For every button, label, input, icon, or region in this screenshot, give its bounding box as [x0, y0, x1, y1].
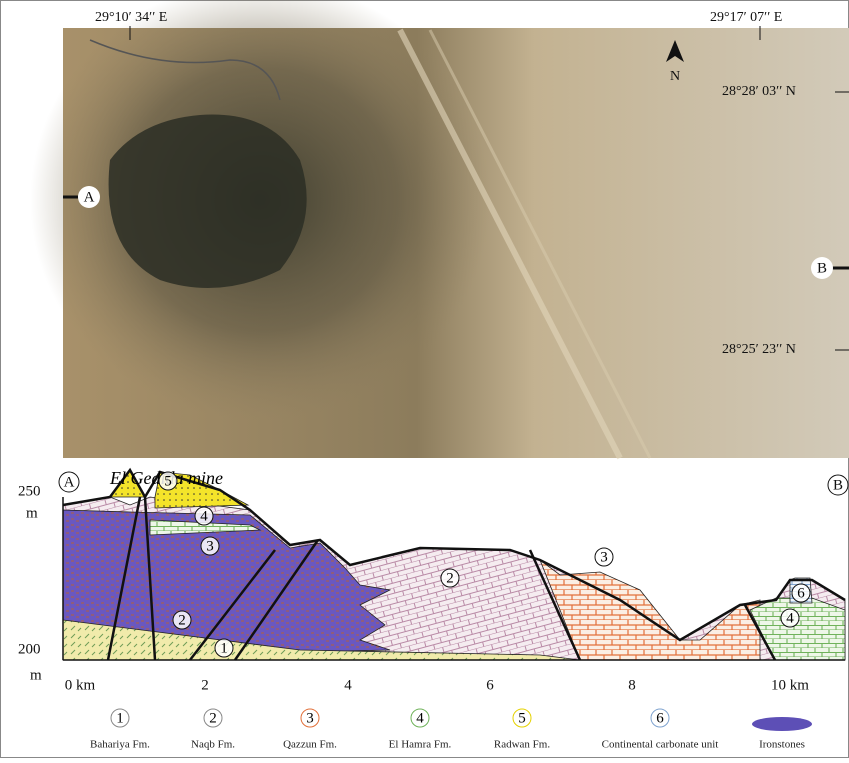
point-marker	[811, 257, 833, 279]
unit-marker	[194, 506, 214, 526]
x-labels: 0 km 2 4 6 8 10 km	[65, 677, 810, 693]
road	[89, 39, 281, 101]
unit-label: 5	[164, 473, 172, 489]
unit-label: 4	[786, 610, 794, 626]
unit-label: 4	[200, 508, 208, 524]
legend-number: 4	[416, 710, 424, 726]
end-label: A	[64, 474, 75, 490]
legend-number: 6	[656, 710, 664, 726]
cross-section	[62, 467, 846, 661]
legend-name: Radwan Fm.	[494, 739, 550, 751]
el-hamra-formation	[149, 519, 262, 536]
x-label: 0 km	[65, 677, 96, 693]
unit-marker	[214, 638, 234, 658]
end-marker	[58, 471, 80, 493]
fault	[106, 496, 777, 661]
x-label: 10 km	[771, 677, 809, 693]
lineament	[428, 29, 652, 459]
unit-marker	[594, 547, 614, 567]
satellite-image	[30, 0, 849, 460]
coordinate: 29°10′ 34′′ E	[95, 10, 167, 25]
legend-marker	[410, 708, 430, 728]
y-unit: m	[26, 505, 38, 521]
unit-label: 6	[797, 585, 805, 601]
legend-name: Continental carbonate unit	[602, 739, 719, 751]
north-arrow	[666, 40, 684, 62]
x-label: 6	[486, 677, 494, 693]
legend-marker	[650, 708, 670, 728]
legend-name: Ironstones	[759, 739, 805, 751]
north-label: N	[670, 69, 680, 84]
unit-marker	[200, 536, 220, 556]
y-label: 250	[18, 483, 41, 499]
legend-number: 1	[116, 710, 124, 726]
unit-label: 1	[220, 640, 228, 656]
legend-number: 2	[209, 710, 217, 726]
mine-area	[108, 114, 307, 288]
end-marker	[827, 474, 849, 496]
legend-name: Qazzun Fm.	[283, 739, 337, 751]
legend-number: 3	[306, 710, 314, 726]
point-marker	[78, 186, 100, 208]
lineament	[397, 28, 623, 460]
unit-marker	[172, 610, 192, 630]
unit-label: 2	[178, 612, 186, 628]
unit-label: 2	[446, 570, 454, 586]
legend-name: El Hamra Fm.	[389, 739, 452, 751]
y-label: 200	[18, 641, 41, 657]
unit-marker	[791, 583, 811, 603]
legend-marker	[203, 708, 223, 728]
topography	[62, 467, 846, 642]
coordinate: 29°17′ 07′′ E	[710, 10, 782, 25]
x-label: 2	[201, 677, 209, 693]
coordinate: 28°28′ 03′′ N	[722, 84, 796, 99]
end-label: B	[833, 477, 843, 493]
y-unit: m	[30, 667, 42, 683]
unit-label: 3	[206, 538, 214, 554]
legend: 1 Bahariya Fm. 2 Naqb Fm. 3 Qazzun Fm. 4 El Ham…	[90, 708, 812, 751]
legend-marker	[300, 708, 320, 728]
unit-label: 3	[600, 549, 608, 565]
legend-number: 5	[518, 710, 526, 726]
legend-marker	[752, 717, 812, 731]
unit-marker	[440, 568, 460, 588]
legend-marker	[512, 708, 532, 728]
point-label: A	[84, 189, 95, 205]
legend-name: Bahariya Fm.	[90, 739, 150, 751]
unit-marker	[158, 471, 178, 491]
x-label: 4	[344, 677, 352, 693]
coordinate: 28°25′ 23′′ N	[722, 342, 796, 357]
x-label: 8	[628, 677, 636, 693]
legend-name: Naqb Fm.	[191, 739, 235, 751]
unit-marker	[780, 608, 800, 628]
legend-marker	[110, 708, 130, 728]
point-label: B	[817, 260, 827, 276]
